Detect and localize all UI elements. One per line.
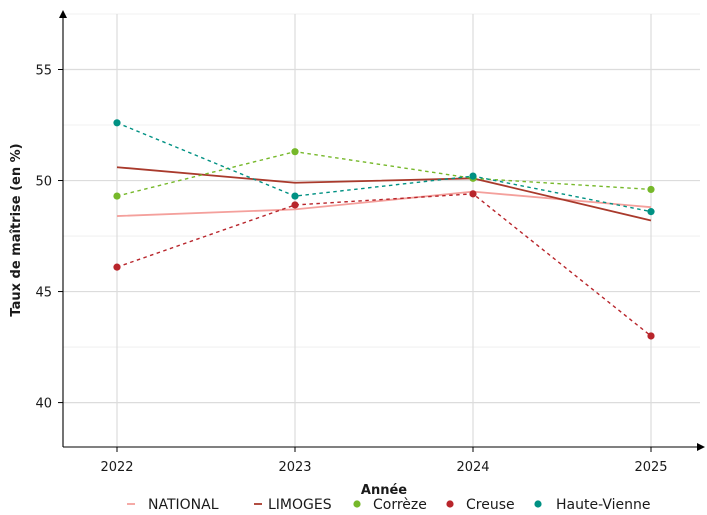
y-tick-label: 40 [35,397,52,412]
data-point-haute-vienne [647,208,655,216]
data-point-haute-vienne [469,172,477,180]
series-line-limoges [116,166,652,222]
data-point-creuse [469,190,477,198]
y-tick-label: 50 [35,175,52,190]
series-line-haute-vienne [116,122,652,213]
x-axis-arrow-icon [697,443,705,451]
legend-label-national: NATIONAL [148,497,219,513]
x-tick-label: 2023 [278,460,311,475]
y-tick-label: 55 [35,64,52,79]
data-point-correze [291,148,299,156]
legend-swatch-correze [353,500,361,508]
x-tick-label: 2022 [100,460,133,475]
y-axis-title: Taux de maîtrise (en %) [9,143,24,316]
grid [63,13,700,447]
axes [59,10,705,451]
data-point-creuse [291,201,299,209]
data-point-creuse [647,332,655,340]
series-line-creuse [116,193,652,337]
y-tick-label: 45 [35,286,52,301]
legend-label-limoges: LIMOGES [268,497,332,513]
series-line-correze [116,150,652,197]
legend-label-creuse: Creuse [466,497,515,513]
data-point-correze [113,192,121,200]
data-point-correze [647,185,655,194]
y-axis-arrow-icon [59,10,67,18]
legend: NATIONAL LIMOGES Corrèze Creuse Haute-Vienne [127,497,650,513]
data-point-creuse [113,263,121,271]
x-tick-label: 2024 [456,460,489,475]
series-group [113,119,655,340]
legend-label-haute-vienne: Haute-Vienne [556,497,650,513]
data-point-haute-vienne [291,192,299,200]
legend-label-correze: Corrèze [373,497,427,513]
x-axis-title: Année [361,483,407,498]
x-tick-label: 2025 [634,460,667,475]
data-point-haute-vienne [113,119,121,127]
tick-labels: 40 45 50 55 2022 2023 2024 2025 [35,64,667,475]
legend-swatch-haute-vienne [534,500,542,508]
legend-swatch-creuse [446,500,454,508]
